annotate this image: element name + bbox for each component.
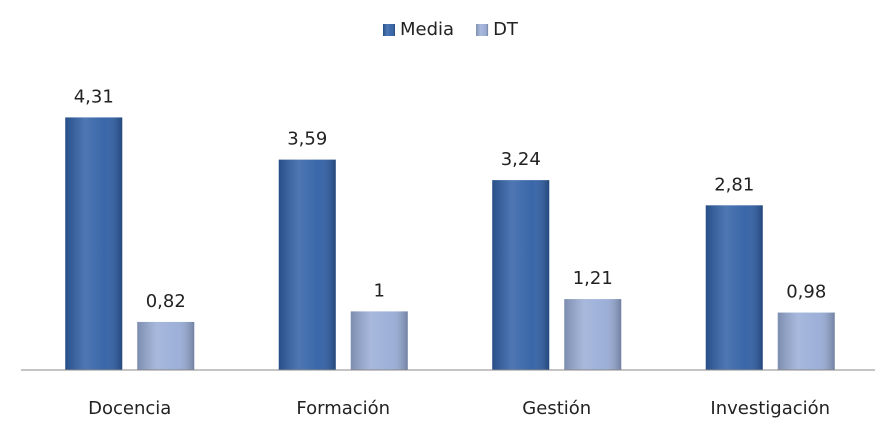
bar-shade	[777, 312, 835, 370]
x-tick-label: Docencia	[88, 398, 171, 419]
legend-label: Media	[400, 19, 454, 40]
bar-shade	[492, 180, 550, 370]
value-label: 4,31	[74, 86, 114, 107]
value-label: 1,21	[573, 268, 613, 289]
bar-shade	[705, 205, 763, 370]
x-tick-label: Gestión	[522, 398, 591, 419]
x-tick-label: Investigación	[710, 398, 830, 419]
value-label: 0,98	[786, 282, 826, 303]
value-label: 3,24	[501, 149, 541, 170]
legend-swatch-shade	[476, 24, 489, 36]
bar-shade	[137, 321, 195, 370]
value-label: 3,59	[287, 129, 327, 150]
value-label: 1	[374, 280, 385, 301]
value-label: 0,82	[146, 291, 186, 312]
value-label: 2,81	[714, 174, 754, 195]
bar-shade	[350, 311, 408, 370]
bar-shade	[278, 159, 336, 370]
x-tick-label: Formación	[296, 398, 390, 419]
legend-swatch-shade	[383, 24, 395, 36]
bar-shade	[564, 299, 622, 370]
bar-shade	[65, 117, 123, 371]
legend-label: DT	[493, 19, 519, 40]
